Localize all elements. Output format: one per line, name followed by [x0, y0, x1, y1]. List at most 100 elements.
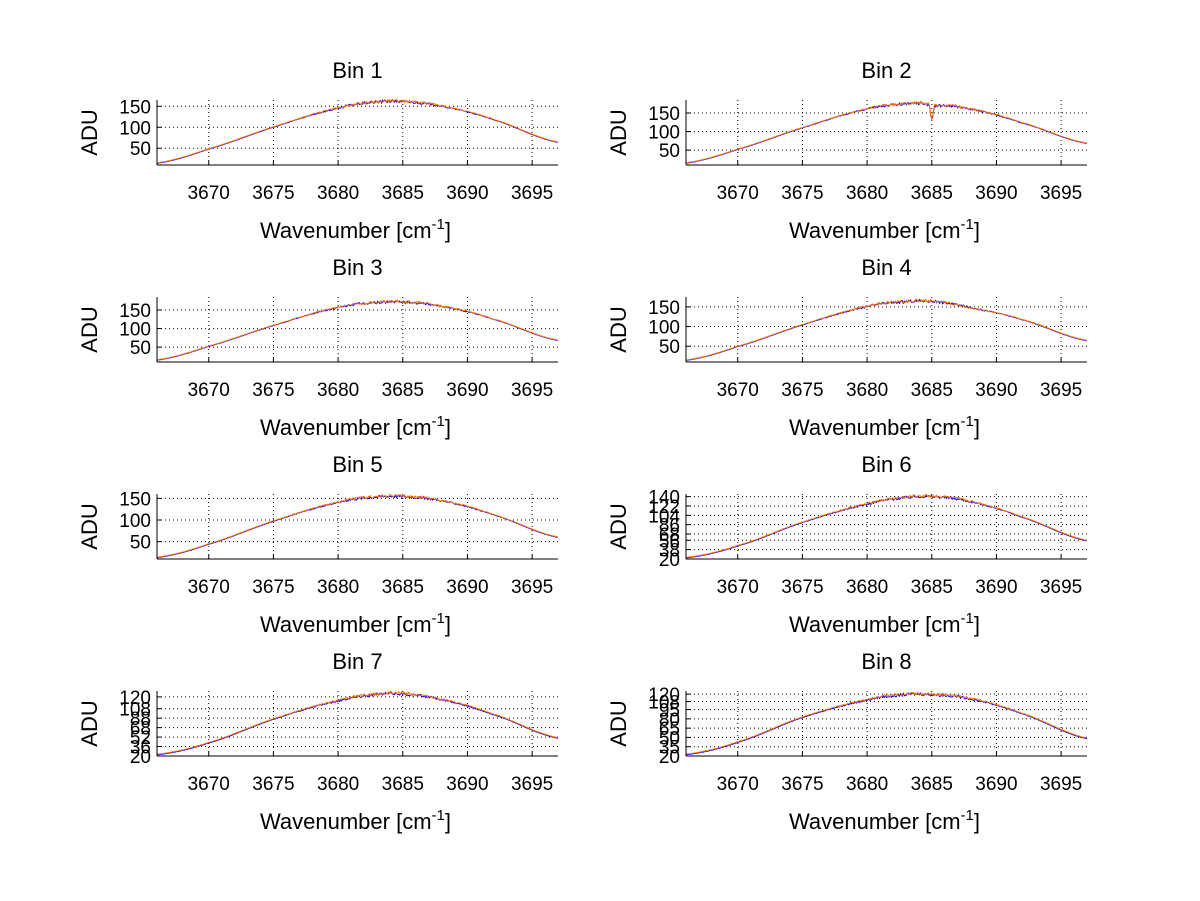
x-tick-label: 3680 [846, 774, 888, 795]
y-tick-label: 50 [659, 337, 680, 358]
x-tick-label: 3670 [188, 774, 230, 795]
x-tick-label: 3675 [781, 577, 823, 598]
x-tick-label: 3695 [1040, 774, 1082, 795]
x-tick-label: 3680 [317, 774, 359, 795]
x-tick-label: 3685 [911, 774, 953, 795]
y-tick-label: 120 [648, 685, 680, 706]
series-line-orange [685, 691, 1088, 755]
x-tick-label: 3695 [1040, 380, 1082, 401]
x-tick-label: 3670 [188, 380, 230, 401]
y-axis-label: ADU [606, 109, 631, 155]
series-line-blue [156, 99, 559, 164]
y-tick-label: 68 [659, 525, 680, 546]
y-tick-label: 65 [659, 719, 680, 740]
x-tick-label: 3675 [781, 183, 823, 204]
series-line-orange [685, 298, 1088, 361]
y-axis-label: ADU [606, 700, 631, 746]
y-tick-label: 35 [659, 738, 680, 759]
x-tick-label: 3690 [975, 183, 1017, 204]
series-line-orange [685, 100, 1088, 164]
x-axis-label: Wavenumber [cm-1] [789, 413, 980, 440]
x-tick-label: 3695 [511, 380, 553, 401]
chart-title: Bin 4 [861, 255, 911, 280]
y-tick-label: 88 [130, 709, 151, 730]
y-axis-label: ADU [606, 503, 631, 549]
y-tick-label: 108 [648, 693, 680, 714]
chart-title: Bin 1 [332, 58, 382, 83]
x-tick-label: 3680 [846, 183, 888, 204]
subplot-bin-8: 3670 3675 3680 3685 3690 3695 2035506580951081… [606, 649, 1088, 834]
x-tick-label: 3685 [911, 183, 953, 204]
x-tick-label: 3690 [975, 774, 1017, 795]
y-tick-label: 122 [648, 497, 680, 518]
y-tick-label: 52 [130, 728, 151, 749]
y-tick-label: 38 [659, 541, 680, 562]
x-tick-label: 3695 [511, 774, 553, 795]
x-tick-label: 3670 [717, 380, 759, 401]
x-tick-label: 3670 [188, 183, 230, 204]
x-axis-label: Wavenumber [cm-1] [260, 413, 451, 440]
x-tick-label: 3685 [382, 380, 424, 401]
x-tick-label: 3680 [317, 577, 359, 598]
y-tick-label: 100 [648, 123, 680, 144]
series-line-blue [685, 692, 1088, 756]
y-tick-label: 108 [119, 700, 151, 721]
y-tick-label: 150 [648, 298, 680, 319]
x-tick-label: 3685 [382, 183, 424, 204]
chart-title: Bin 6 [861, 452, 911, 477]
x-tick-label: 3670 [717, 774, 759, 795]
y-tick-label: 100 [648, 318, 680, 339]
y-tick-label: 36 [130, 738, 151, 759]
subplot-bin-7: 3670 3675 3680 3685 3690 3695 2036526888108120… [77, 649, 559, 834]
y-tick-label: 20 [659, 550, 680, 571]
y-tick-label: 104 [648, 506, 680, 527]
x-tick-label: 3685 [382, 577, 424, 598]
x-tick-label: 3690 [446, 380, 488, 401]
y-tick-label: 68 [130, 719, 151, 740]
subplot-bin-6: 3670 3675 3680 3685 3690 3695 2038566886104122… [606, 452, 1088, 637]
series-line-blue [685, 494, 1088, 559]
series-line-orange [156, 98, 559, 164]
x-tick-label: 3680 [317, 183, 359, 204]
x-axis-label: Wavenumber [cm-1] [260, 610, 451, 637]
x-tick-label: 3690 [446, 183, 488, 204]
x-tick-label: 3675 [781, 380, 823, 401]
chart-title: Bin 7 [332, 649, 382, 674]
series-line-orange [685, 493, 1088, 558]
series-line-blue [156, 691, 559, 756]
x-tick-label: 3690 [446, 774, 488, 795]
x-tick-label: 3680 [317, 380, 359, 401]
y-tick-label: 120 [119, 688, 151, 709]
y-tick-label: 20 [130, 747, 151, 768]
series-line-orange [156, 299, 559, 361]
y-tick-label: 150 [119, 301, 151, 322]
y-tick-label: 100 [119, 511, 151, 532]
x-tick-label: 3695 [1040, 183, 1082, 204]
chart-title: Bin 8 [861, 649, 911, 674]
x-tick-label: 3670 [717, 183, 759, 204]
x-tick-label: 3675 [252, 380, 294, 401]
x-axis-label: Wavenumber [cm-1] [260, 216, 451, 243]
y-tick-label: 80 [659, 710, 680, 731]
x-axis-label: Wavenumber [cm-1] [260, 807, 451, 834]
x-tick-label: 3695 [511, 577, 553, 598]
x-tick-label: 3695 [511, 183, 553, 204]
x-tick-label: 3690 [975, 380, 1017, 401]
x-tick-label: 3685 [911, 577, 953, 598]
series-line-blue [156, 299, 559, 361]
x-tick-label: 3675 [781, 774, 823, 795]
y-tick-label: 50 [659, 728, 680, 749]
series-line-orange [156, 493, 559, 558]
y-tick-label: 56 [659, 531, 680, 552]
y-tick-label: 150 [648, 104, 680, 125]
y-tick-label: 20 [659, 747, 680, 768]
y-axis-label: ADU [77, 503, 102, 549]
x-tick-label: 3695 [1040, 577, 1082, 598]
y-tick-label: 50 [659, 141, 680, 162]
x-tick-label: 3685 [911, 380, 953, 401]
y-axis-label: ADU [606, 306, 631, 352]
